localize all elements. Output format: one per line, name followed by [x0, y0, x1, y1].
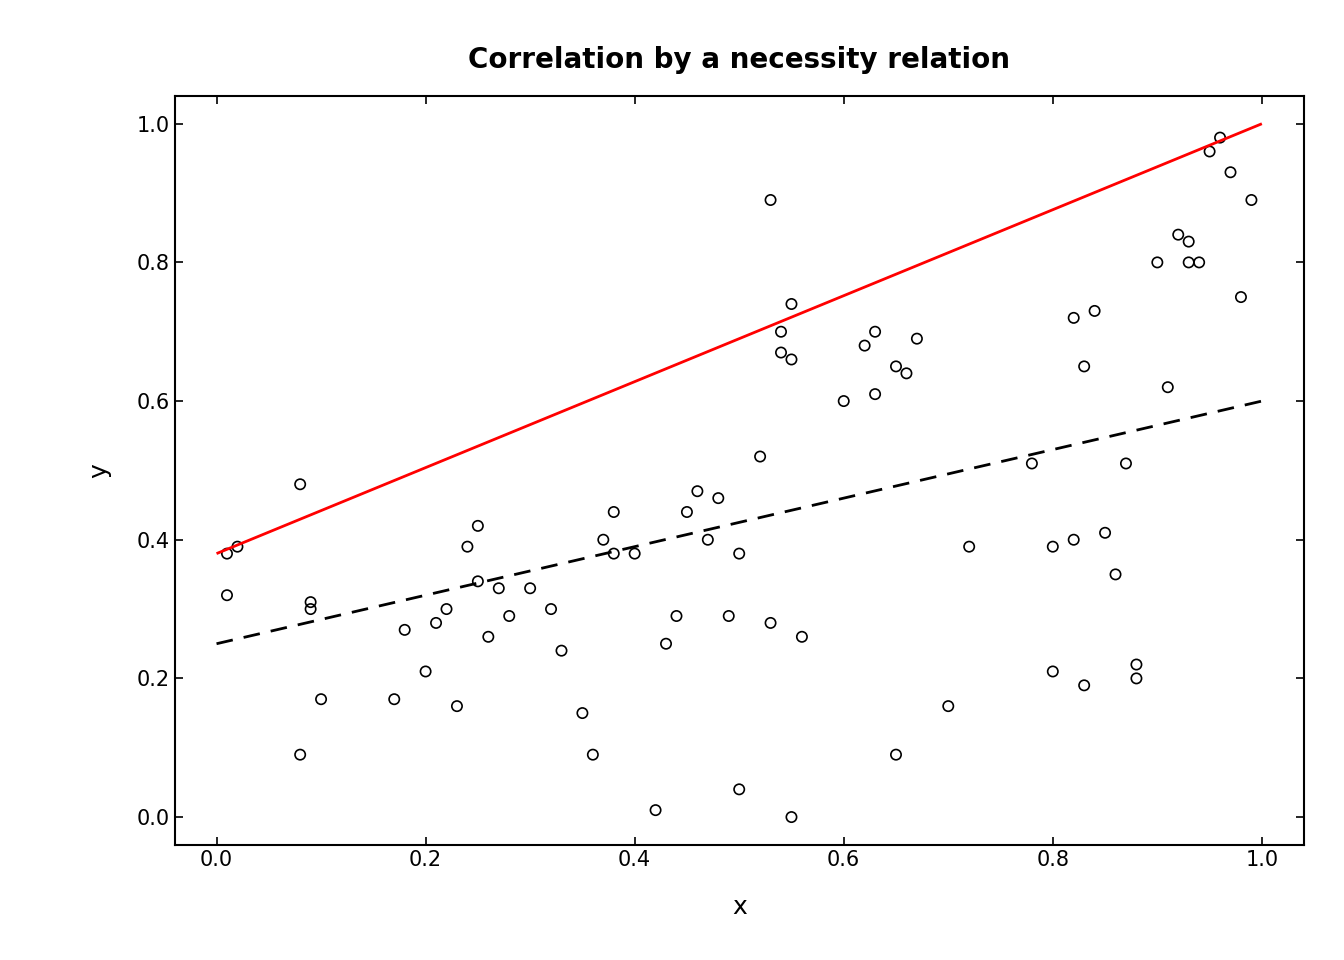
X-axis label: x: x [732, 895, 746, 919]
Point [1146, 254, 1168, 270]
Point [1220, 164, 1242, 180]
Point [781, 297, 802, 312]
Point [886, 359, 907, 374]
Point [1126, 657, 1148, 672]
Point [310, 691, 332, 707]
Point [603, 504, 625, 519]
Point [781, 809, 802, 825]
Point [425, 615, 446, 631]
Point [300, 601, 321, 616]
Point [446, 699, 468, 714]
Point [792, 629, 813, 644]
Point [781, 351, 802, 367]
Point [1168, 227, 1189, 242]
Point [624, 546, 645, 562]
Point [1157, 379, 1179, 395]
Point [1116, 456, 1137, 471]
Point [665, 609, 687, 624]
Point [1199, 144, 1220, 159]
Point [468, 518, 489, 534]
Point [759, 192, 781, 207]
Point [488, 581, 509, 596]
Point [551, 643, 573, 659]
Point [519, 581, 540, 596]
Point [718, 609, 739, 624]
Point [415, 663, 437, 679]
Point [728, 781, 750, 797]
Point [1230, 289, 1251, 304]
Point [227, 539, 249, 554]
Point [435, 601, 457, 616]
Point [698, 532, 719, 547]
Point [1094, 525, 1116, 540]
Point [958, 539, 980, 554]
Point [938, 699, 960, 714]
Point [394, 622, 415, 637]
Point [770, 324, 792, 340]
Point [1063, 310, 1085, 325]
Point [216, 546, 238, 562]
Point [906, 331, 927, 347]
Point [582, 747, 603, 762]
Point [853, 338, 875, 353]
Point [457, 539, 478, 554]
Point [1074, 678, 1095, 693]
Title: Correlation by a necessity relation: Correlation by a necessity relation [468, 46, 1011, 74]
Point [750, 449, 771, 465]
Point [1241, 192, 1262, 207]
Point [1177, 234, 1199, 250]
Point [1063, 532, 1085, 547]
Point [895, 366, 917, 381]
Point [289, 476, 310, 492]
Point [289, 747, 310, 762]
Point [1210, 130, 1231, 145]
Point [603, 546, 625, 562]
Point [1083, 303, 1105, 319]
Point [770, 345, 792, 360]
Point [645, 803, 667, 818]
Point [864, 387, 886, 402]
Point [676, 504, 698, 519]
Point [499, 609, 520, 624]
Point [593, 532, 614, 547]
Point [687, 484, 708, 499]
Point [656, 636, 677, 652]
Point [1105, 566, 1126, 582]
Point [864, 324, 886, 340]
Point [468, 574, 489, 589]
Point [540, 601, 562, 616]
Point [216, 588, 238, 603]
Point [1042, 539, 1063, 554]
Point [1074, 359, 1095, 374]
Point [383, 691, 405, 707]
Y-axis label: y: y [87, 463, 112, 478]
Point [1126, 671, 1148, 686]
Point [1177, 254, 1199, 270]
Point [571, 706, 593, 721]
Point [1021, 456, 1043, 471]
Point [707, 491, 728, 506]
Point [1042, 663, 1063, 679]
Point [759, 615, 781, 631]
Point [1188, 254, 1210, 270]
Point [300, 594, 321, 610]
Point [833, 394, 855, 409]
Point [728, 546, 750, 562]
Point [886, 747, 907, 762]
Point [477, 629, 499, 644]
